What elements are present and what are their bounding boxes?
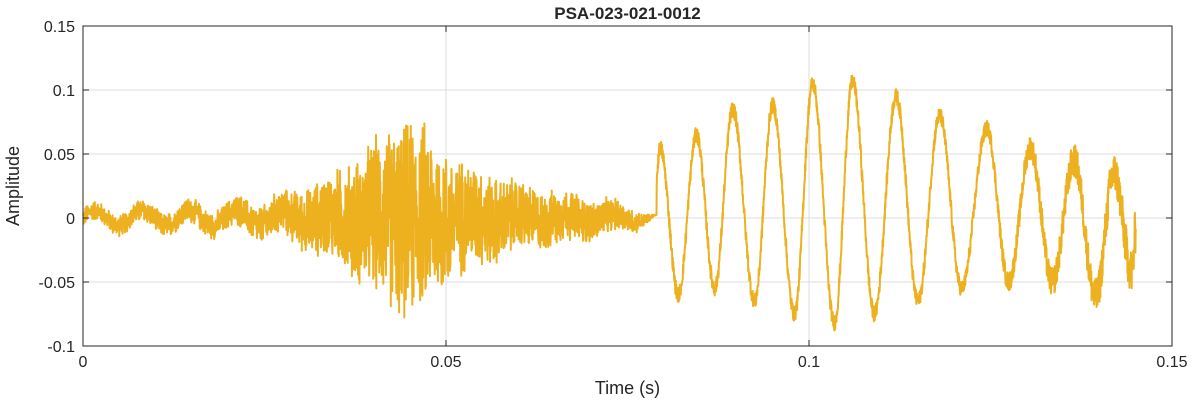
y-tick-label: 0.1 [53,83,75,100]
y-tick-label: 0.05 [44,147,75,164]
x-axis-label: Time (s) [595,378,660,398]
plot-frame [82,25,1173,347]
grid [82,25,1173,347]
y-tick-label: 0 [66,211,75,228]
y-tick-label: -0.05 [39,275,76,292]
chart-title: PSA-023-021-0012 [554,4,700,23]
x-tick-label: 0 [79,354,88,371]
x-tick-label: 0.1 [798,354,820,371]
ticks: 0 0.05 0.1 0.15 -0.1 -0.05 0 0.05 0.1 0.15 [39,19,1188,371]
series-line-signal [82,74,1137,332]
y-axis-label: Amplitude [3,146,23,226]
series-group [82,74,1137,332]
x-tick-label: 0.05 [430,354,461,371]
y-tick-label: 0.15 [44,19,75,36]
x-tick-label: 0.15 [1156,354,1187,371]
y-tick-label: -0.1 [47,339,75,356]
